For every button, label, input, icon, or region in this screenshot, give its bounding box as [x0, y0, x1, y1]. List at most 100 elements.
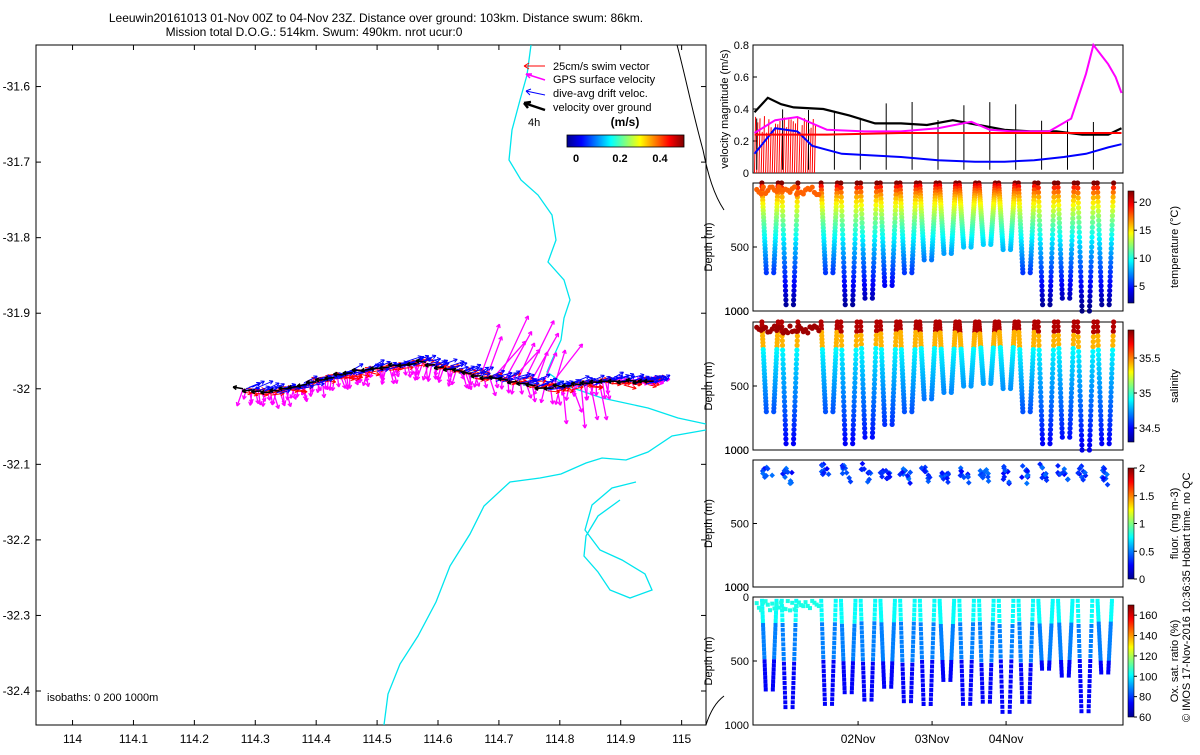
speed-colorbar: (m/s) 0 0.2 0.4: [567, 115, 684, 165]
salinity-colorbar-tick-label-0: 35.5: [1139, 353, 1160, 365]
speed-colorbar-tick-0: 0: [573, 153, 579, 165]
gps-vector-84: [499, 316, 529, 379]
fluor-ylabel: Depth (m): [703, 499, 715, 548]
map-xtick-label-9: 114.9: [606, 732, 635, 746]
salinity-colorbar-label: salinity: [1169, 369, 1181, 403]
speed-colorbar-title: (m/s): [611, 115, 640, 129]
time-xtick-label-0: 02Nov: [841, 732, 876, 746]
temperature-colorbar-tick-label-2: 10: [1139, 253, 1151, 265]
oxygen-colorbar-gradient: [1128, 605, 1134, 717]
legend-entry-drift: dive-avg drift veloc.: [526, 88, 648, 100]
salinity-ytick-label-bottom: 1000: [725, 445, 749, 457]
oxygen-ylabel: Depth (m): [703, 637, 715, 686]
fluor-colorbar-tick-label-0: 2: [1139, 463, 1145, 475]
panel-connector-top: [677, 45, 724, 210]
map-ytick-label-7: -32.3: [3, 608, 31, 622]
drift-vector-3: [252, 381, 264, 387]
temperature-frame: [753, 183, 1123, 311]
map-ytick-label-4: -32: [13, 382, 31, 396]
track-vectors: [233, 316, 670, 428]
salinity-colorbar-tick-label-2: 34.5: [1139, 423, 1160, 435]
velocity-ytick-label-1: 0.2: [734, 136, 749, 148]
map-xtick-label-6: 114.6: [423, 732, 452, 746]
map-xtick-label-10: 115: [672, 732, 691, 746]
salinity-colorbar-tick-label-1: 35: [1139, 388, 1151, 400]
fluor-colorbar-tick-label-1: 1.5: [1139, 491, 1154, 503]
fluor-colorbar-tick-label-3: 0.5: [1139, 546, 1154, 558]
legend-label-ground: velocity over ground: [553, 102, 651, 114]
oxygen-colorbar-tick-label-1: 140: [1139, 631, 1157, 643]
map-xtick-label-8: 114.8: [545, 732, 574, 746]
map-xtick-label-0: 114: [63, 732, 82, 746]
map-xtick-label-7: 114.7: [484, 732, 513, 746]
speed-colorbar-tick-2: 0.4: [652, 153, 668, 165]
salinity-ytick-label-1: 500: [731, 381, 749, 393]
gps-vector-99: [540, 388, 545, 403]
temperature-colorbar-tick-label-0: 20: [1139, 197, 1151, 209]
map-ytick-label-5: -32.1: [3, 457, 31, 471]
legend-label-swim: 25cm/s swim vector: [553, 61, 650, 73]
map-xtick-label-4: 114.4: [302, 732, 331, 746]
legend-label-gps: GPS surface velocity: [553, 74, 656, 86]
swim-vector-125: [624, 385, 636, 389]
ground-vector-0: [233, 386, 243, 390]
map-xtick-label-2: 114.2: [180, 732, 209, 746]
oxygen-colorbar-tick-label-4: 80: [1139, 692, 1151, 704]
oxygen-ytick-label-2: 1000: [725, 720, 749, 732]
oxygen-colorbar-tick-label-0: 160: [1139, 610, 1157, 622]
fluor-colorbar-gradient: [1128, 468, 1134, 579]
legend-time-label: 4h: [528, 117, 540, 129]
legend-entry-gps: GPS surface velocity: [526, 74, 656, 86]
map-xtick-label-1: 114.1: [119, 732, 148, 746]
velocity-ytick-label-2: 0.4: [734, 104, 749, 116]
isobaths-label: isobaths: 0 200 1000m: [47, 692, 158, 704]
time-xtick-label-2: 04Nov: [989, 732, 1024, 746]
time-xtick-label-1: 03Nov: [915, 732, 950, 746]
gps-vector-83: [495, 379, 499, 388]
map-ytick-label-8: -32.4: [3, 684, 31, 698]
map-ytick-label-6: -32.2: [3, 533, 31, 547]
map-xtick-label-3: 114.3: [241, 732, 270, 746]
temperature-colorbar: 20 15 10 5 temperature (°C): [1128, 191, 1181, 303]
map-xtick-label-5: 114.5: [363, 732, 392, 746]
speed-colorbar-gradient: [567, 135, 684, 147]
temperature-colorbar-gradient: [1128, 191, 1134, 303]
salinity-colorbar: 35.5 35 34.5 salinity: [1128, 330, 1181, 442]
salinity-colorbar-gradient: [1128, 330, 1134, 442]
oxygen-ytick-label-1: 500: [731, 656, 749, 668]
oxygen-colorbar-tick-label-3: 100: [1139, 671, 1157, 683]
map-ytick-label-1: -31.7: [3, 155, 31, 169]
map-ticks: 114 114.1 114.2 114.3 114.4 114.5 114.6 114.7 11…: [3, 45, 706, 746]
panel-connector-bottom: [706, 696, 724, 725]
figure-title-line1: Leeuwin20161013 01-Nov 00Z to 04-Nov 23Z…: [109, 11, 643, 25]
map-ytick-label-3: -31.9: [3, 306, 31, 320]
legend-entry-swim: 25cm/s swim vector: [524, 61, 650, 73]
legend-entry-ground: velocity over ground: [524, 102, 651, 114]
track-map: 114 114.1 114.2 114.3 114.4 114.5 114.6 114.7 11…: [3, 45, 706, 746]
fluor-colorbar-label: fluor. (mg m-3): [1169, 488, 1181, 560]
temperature-ylabel: Depth (m): [703, 223, 715, 272]
oxygen-colorbar-label: Ox. sat. ratio (%): [1169, 620, 1181, 703]
temperature-colorbar-tick-label-1: 15: [1139, 225, 1151, 237]
coastline-south: [384, 430, 706, 725]
oxygen-ytick-label-0: 0: [743, 592, 749, 604]
coastline-island: [584, 482, 652, 598]
fluor-ytick-label-1: 500: [731, 519, 749, 531]
speed-colorbar-tick-1: 0.2: [612, 153, 627, 165]
gps-vector-81: [490, 378, 497, 396]
credit-text: © IMOS 17-Nov-2016 10:36:35 Hobart time.…: [1181, 472, 1193, 722]
salinity-frame: [753, 322, 1123, 450]
temperature-colorbar-label: temperature (°C): [1169, 206, 1181, 288]
gps-vector-80: [487, 337, 503, 378]
temperature-ytick-label-bottom: 1000: [725, 306, 749, 318]
temperature-colorbar-tick-label-3: 5: [1139, 281, 1145, 293]
oxygen-colorbar-tick-label-5: 60: [1139, 712, 1151, 724]
